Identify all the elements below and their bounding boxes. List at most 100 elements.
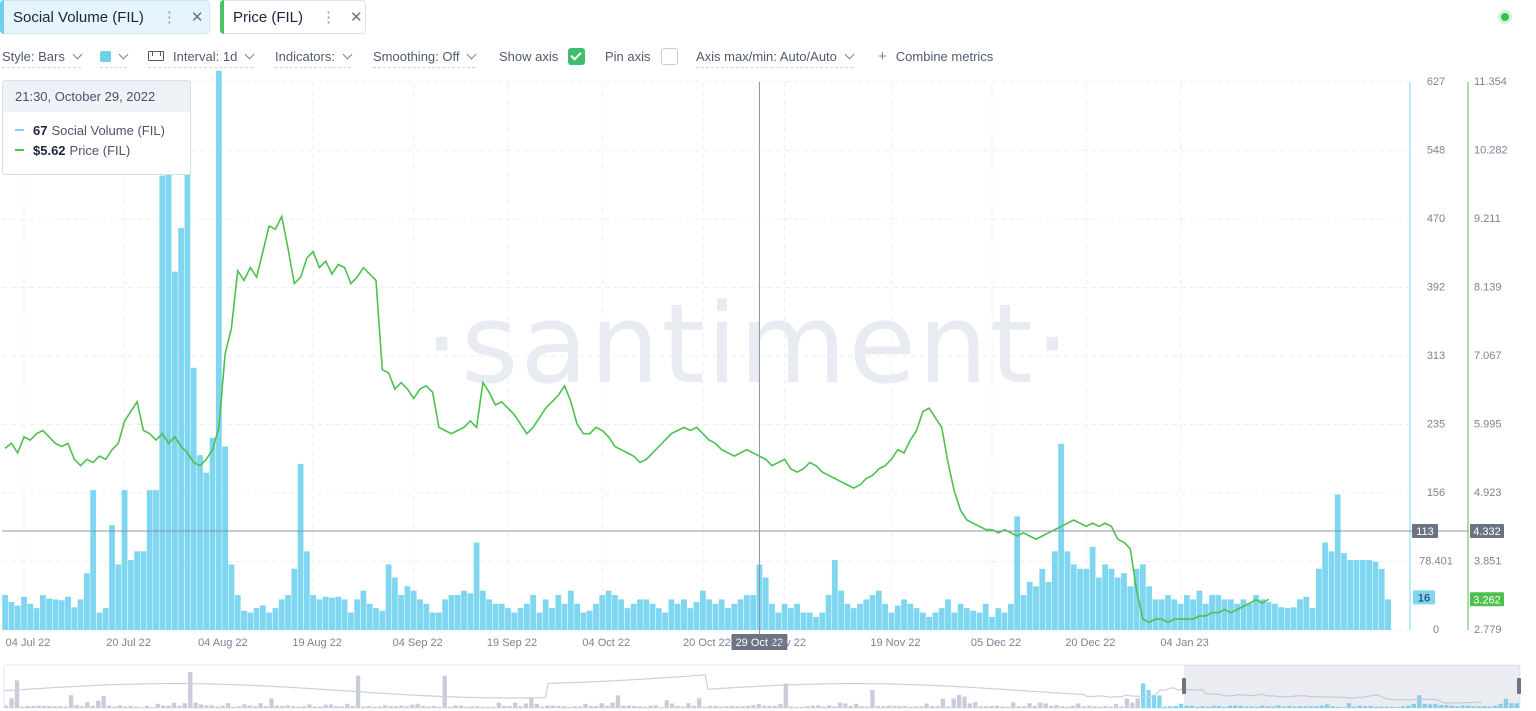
social-volume-bar xyxy=(1278,607,1285,630)
social-volume-bar xyxy=(33,608,40,630)
navigator-bar xyxy=(171,702,177,708)
social-volume-bar xyxy=(561,603,568,630)
navigator-bar xyxy=(561,706,567,708)
pin-axis-toggle[interactable]: Pin axis xyxy=(605,45,678,67)
social-volume-bar xyxy=(134,551,141,630)
navigator-bar xyxy=(854,703,859,708)
navigator-bar xyxy=(36,705,41,708)
social-volume-bar xyxy=(1246,603,1253,630)
navigator-bar xyxy=(144,705,150,708)
navigator-bar xyxy=(1406,705,1411,708)
navigator-left-handle xyxy=(1182,678,1186,694)
navigator-bar xyxy=(572,706,577,708)
crosshair-date-bg xyxy=(731,634,788,650)
show-axis-toggle[interactable]: Show axis xyxy=(499,45,586,67)
navigator-bar xyxy=(1411,703,1417,708)
navigator-bar xyxy=(734,706,740,708)
navigator-bar xyxy=(1189,705,1195,708)
social-volume-bar xyxy=(655,608,662,630)
navigator-bar xyxy=(339,706,345,708)
navigator-bar xyxy=(1335,706,1341,708)
navigator-bar xyxy=(1400,706,1406,708)
social-volume-bar xyxy=(542,599,549,630)
navigator-bar xyxy=(859,706,864,708)
social-volume-bar xyxy=(241,610,247,630)
social-volume-bar xyxy=(775,612,782,630)
interval-dropdown[interactable]: Interval: 1d xyxy=(148,45,255,68)
combine-metrics-button[interactable]: + Combine metrics xyxy=(878,45,993,67)
close-icon[interactable]: ✕ xyxy=(190,9,204,26)
date-range-navigator[interactable] xyxy=(3,664,1521,709)
axes: 627 548 470 392 313 235 156 78.401 0 11.354 10.282… xyxy=(1409,76,1508,636)
social-volume-bar xyxy=(2,595,9,630)
navigator-bar xyxy=(913,706,918,708)
navigator-bar xyxy=(366,705,372,708)
tab-label: Price (FIL) xyxy=(233,8,304,26)
axis-maxmin-dropdown[interactable]: Axis max/min: Auto/Auto xyxy=(696,45,855,68)
navigator-bar xyxy=(967,703,973,708)
color-picker-dropdown[interactable] xyxy=(100,45,129,68)
more-options-icon[interactable]: ⋮ xyxy=(161,9,177,26)
social-volume-bar xyxy=(473,542,480,630)
x-axis-tick-label: 04 Jul 22 xyxy=(6,637,51,649)
social-volume-bar xyxy=(549,608,555,630)
social-volume-bar xyxy=(1303,596,1310,630)
social-axis-tick-label: 0 xyxy=(1433,624,1439,636)
navigator-bar xyxy=(621,705,626,708)
indicators-dropdown[interactable]: Indicators: xyxy=(275,45,353,68)
social-volume-bar xyxy=(637,599,643,630)
social-volume-bar xyxy=(1083,568,1090,630)
navigator-bar xyxy=(1043,703,1048,708)
smoothing-dropdown[interactable]: Smoothing: Off xyxy=(373,45,477,68)
close-icon[interactable]: ✕ xyxy=(350,9,363,26)
social-volume-bar xyxy=(178,227,185,630)
style-dropdown[interactable]: Style: Bars xyxy=(2,45,83,68)
navigator-bar xyxy=(1438,705,1444,708)
tab-price[interactable]: Price (FIL) ⋮ ✕ xyxy=(220,0,366,34)
social-volume-bar xyxy=(1359,560,1366,630)
navigator-bar xyxy=(935,706,940,708)
navigator-bar xyxy=(14,680,20,708)
social-volume-bar xyxy=(1095,577,1102,630)
social-volume-bar xyxy=(21,596,27,630)
show-axis-checkbox[interactable] xyxy=(568,47,586,65)
social-volume-bar xyxy=(209,437,216,630)
social-volume-bar xyxy=(1183,595,1190,630)
navigator-bar xyxy=(117,705,123,708)
navigator-bar xyxy=(1287,705,1292,708)
social-volume-bar xyxy=(624,608,631,630)
social-volume-bar xyxy=(247,612,254,630)
navigator-bar xyxy=(220,705,225,708)
more-options-icon[interactable]: ⋮ xyxy=(321,9,337,26)
social-volume-bar xyxy=(982,603,989,630)
navigator-bar xyxy=(1157,695,1162,708)
navigator-bar xyxy=(891,705,897,708)
social-volume-bar xyxy=(197,455,203,630)
social-volume-bar xyxy=(605,590,612,630)
navigator-bar xyxy=(902,705,908,708)
navigator-bar xyxy=(1270,706,1276,708)
social-volume-bar xyxy=(102,608,109,630)
navigator-bar xyxy=(1487,706,1492,708)
social-volume-bar xyxy=(435,612,442,630)
navigator-bar xyxy=(789,706,794,708)
tooltip-row-price: $5.62 Price (FIL) xyxy=(3,140,190,160)
crosshair-social-value: 113 xyxy=(1416,526,1434,538)
navigator-bar xyxy=(415,703,420,708)
navigator-bar xyxy=(253,706,258,708)
social-volume-bar xyxy=(329,597,335,630)
social-volume-bar xyxy=(743,595,750,630)
navigator-bar xyxy=(648,705,653,708)
navigator-bar xyxy=(345,703,350,708)
navigator-bar xyxy=(702,706,707,708)
navigator-bar xyxy=(518,706,523,708)
navigator-bar xyxy=(188,672,193,708)
social-volume-bar xyxy=(83,573,90,630)
social-volume-bar xyxy=(1077,568,1083,630)
tab-social-volume[interactable]: Social Volume (FIL) ⋮ ✕ xyxy=(0,0,210,34)
navigator-bar xyxy=(1086,705,1092,708)
social-volume-bar xyxy=(662,612,669,630)
pin-axis-checkbox[interactable] xyxy=(660,47,678,65)
navigator-bar xyxy=(410,704,415,708)
